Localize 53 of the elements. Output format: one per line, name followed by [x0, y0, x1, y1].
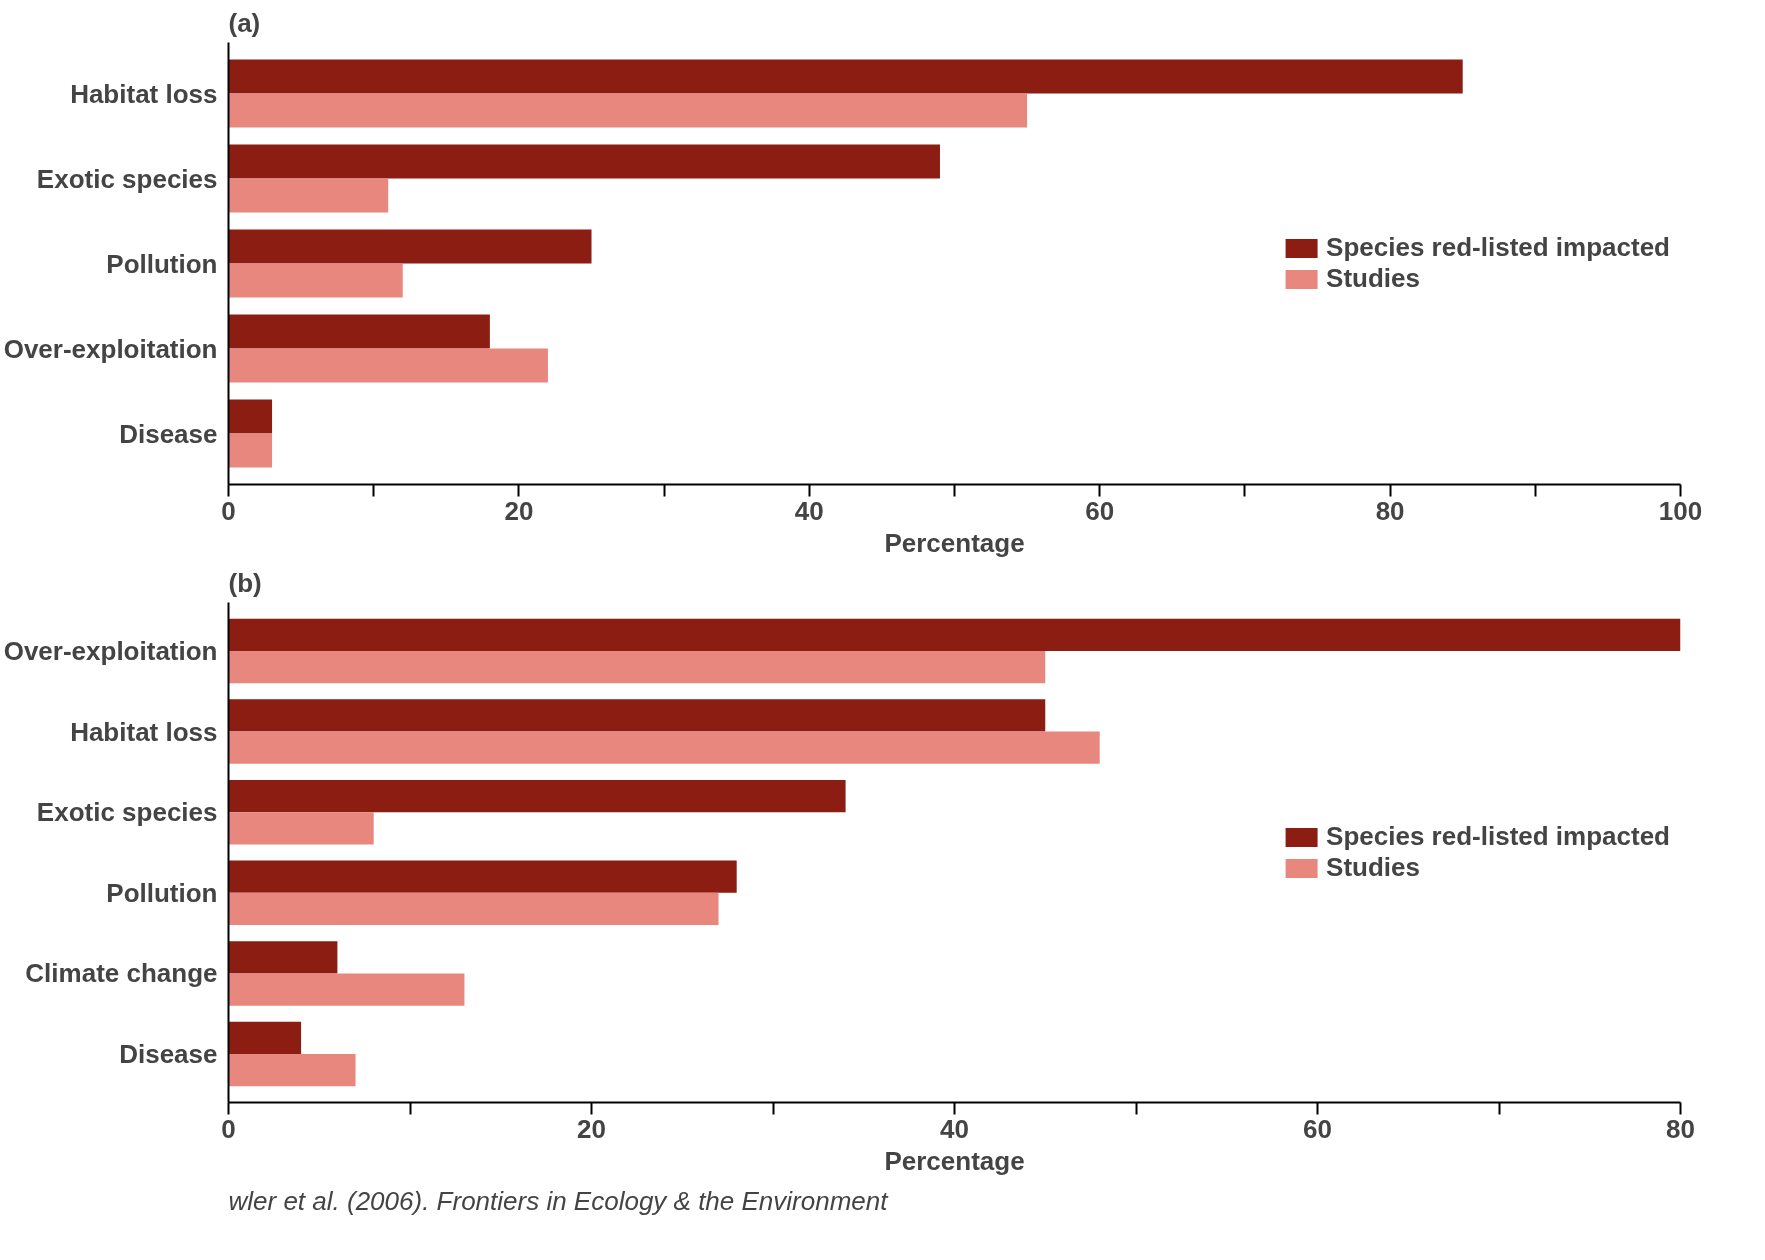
bar	[228, 1054, 356, 1087]
y-tick-label: Over-exploitation	[3, 333, 218, 364]
bar	[228, 892, 719, 926]
bar	[228, 93, 1028, 128]
text: wler et al. (2006). Frontiers in Ecology & the Environment	[228, 1185, 890, 1216]
chart-title: (a)	[228, 7, 261, 38]
bar	[228, 1021, 302, 1055]
bar	[228, 973, 465, 1006]
y-tick-label: Exotic species	[36, 797, 218, 828]
bar	[228, 229, 592, 264]
bar	[228, 399, 273, 434]
y-tick-label: Exotic species	[36, 163, 218, 194]
y-tick-label: Pollution	[106, 248, 218, 279]
y-tick-label: Habitat loss	[70, 78, 218, 109]
bar	[228, 731, 1100, 764]
bar	[228, 812, 374, 845]
y-tick-label: Disease	[119, 1039, 218, 1070]
y-tick-label: Pollution	[106, 877, 218, 908]
bar	[228, 433, 273, 468]
legend-label: Species red-listed impacted	[1326, 821, 1670, 852]
y-tick-label: Habitat loss	[70, 716, 218, 747]
x-tick-label: 60	[1303, 1113, 1332, 1144]
bar	[228, 860, 737, 893]
bar	[228, 59, 1463, 94]
x-tick-label: 80	[1666, 1113, 1695, 1144]
x-tick-label: 20	[577, 1113, 606, 1144]
bar	[228, 650, 1046, 684]
bar	[228, 178, 389, 213]
bar	[228, 779, 846, 813]
x-tick-label: 40	[940, 1113, 969, 1144]
x-tick-label: 0	[221, 495, 236, 526]
chart-title: (b)	[228, 567, 262, 598]
y-tick-label: Over-exploitation	[3, 635, 218, 666]
x-tick-label: 0	[221, 1113, 236, 1144]
x-axis-title: Percentage	[884, 527, 1025, 558]
bar	[228, 314, 490, 349]
bar	[228, 941, 338, 974]
legend-label: Studies	[1326, 263, 1421, 294]
legend-label: Studies	[1326, 852, 1421, 883]
x-tick-label: 80	[1375, 495, 1405, 526]
x-tick-label: 100	[1658, 495, 1703, 526]
y-tick-label: Climate change	[25, 958, 218, 989]
x-axis-title: Percentage	[884, 1145, 1025, 1176]
bar	[228, 618, 1681, 651]
y-tick-label: Disease	[119, 418, 218, 449]
x-tick-label: 20	[504, 495, 534, 526]
bar	[228, 144, 940, 179]
bar	[228, 263, 403, 298]
bar	[228, 699, 1046, 732]
x-tick-label: 40	[794, 495, 824, 526]
bar	[228, 348, 548, 383]
legend-label: Species red-listed impacted	[1326, 232, 1670, 263]
x-tick-label: 60	[1085, 495, 1115, 526]
